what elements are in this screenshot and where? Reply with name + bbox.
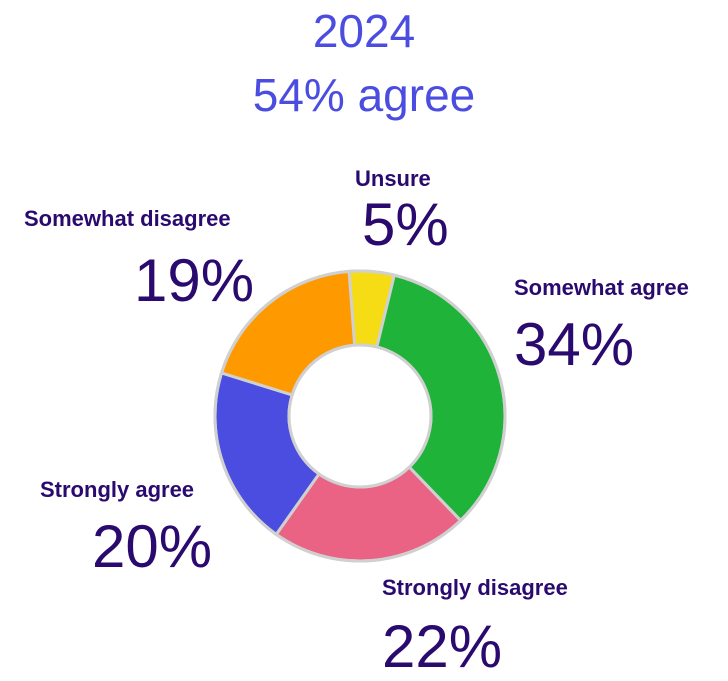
- label-unsure-value: 5%: [362, 191, 449, 258]
- label-strongly-disagree-name: Strongly disagree: [382, 575, 568, 600]
- label-somewhat-agree-name: Somewhat agree: [514, 275, 689, 300]
- label-somewhat-agree-value: 34%: [514, 311, 635, 378]
- donut-outer-border: [213, 269, 507, 563]
- label-somewhat-disagree-name: Somewhat disagree: [24, 206, 231, 231]
- label-strongly-disagree-value: 22%: [382, 613, 503, 680]
- donut-hole: [287, 343, 433, 489]
- label-strongly-agree-name: Strongly agree: [40, 477, 195, 502]
- label-unsure-name: Unsure: [355, 166, 431, 191]
- chart-title-year: 2024: [312, 5, 416, 57]
- chart-title-summary: 54% agree: [252, 69, 476, 121]
- label-somewhat-disagree-value: 19%: [134, 247, 255, 314]
- label-strongly-agree-value: 20%: [92, 513, 213, 580]
